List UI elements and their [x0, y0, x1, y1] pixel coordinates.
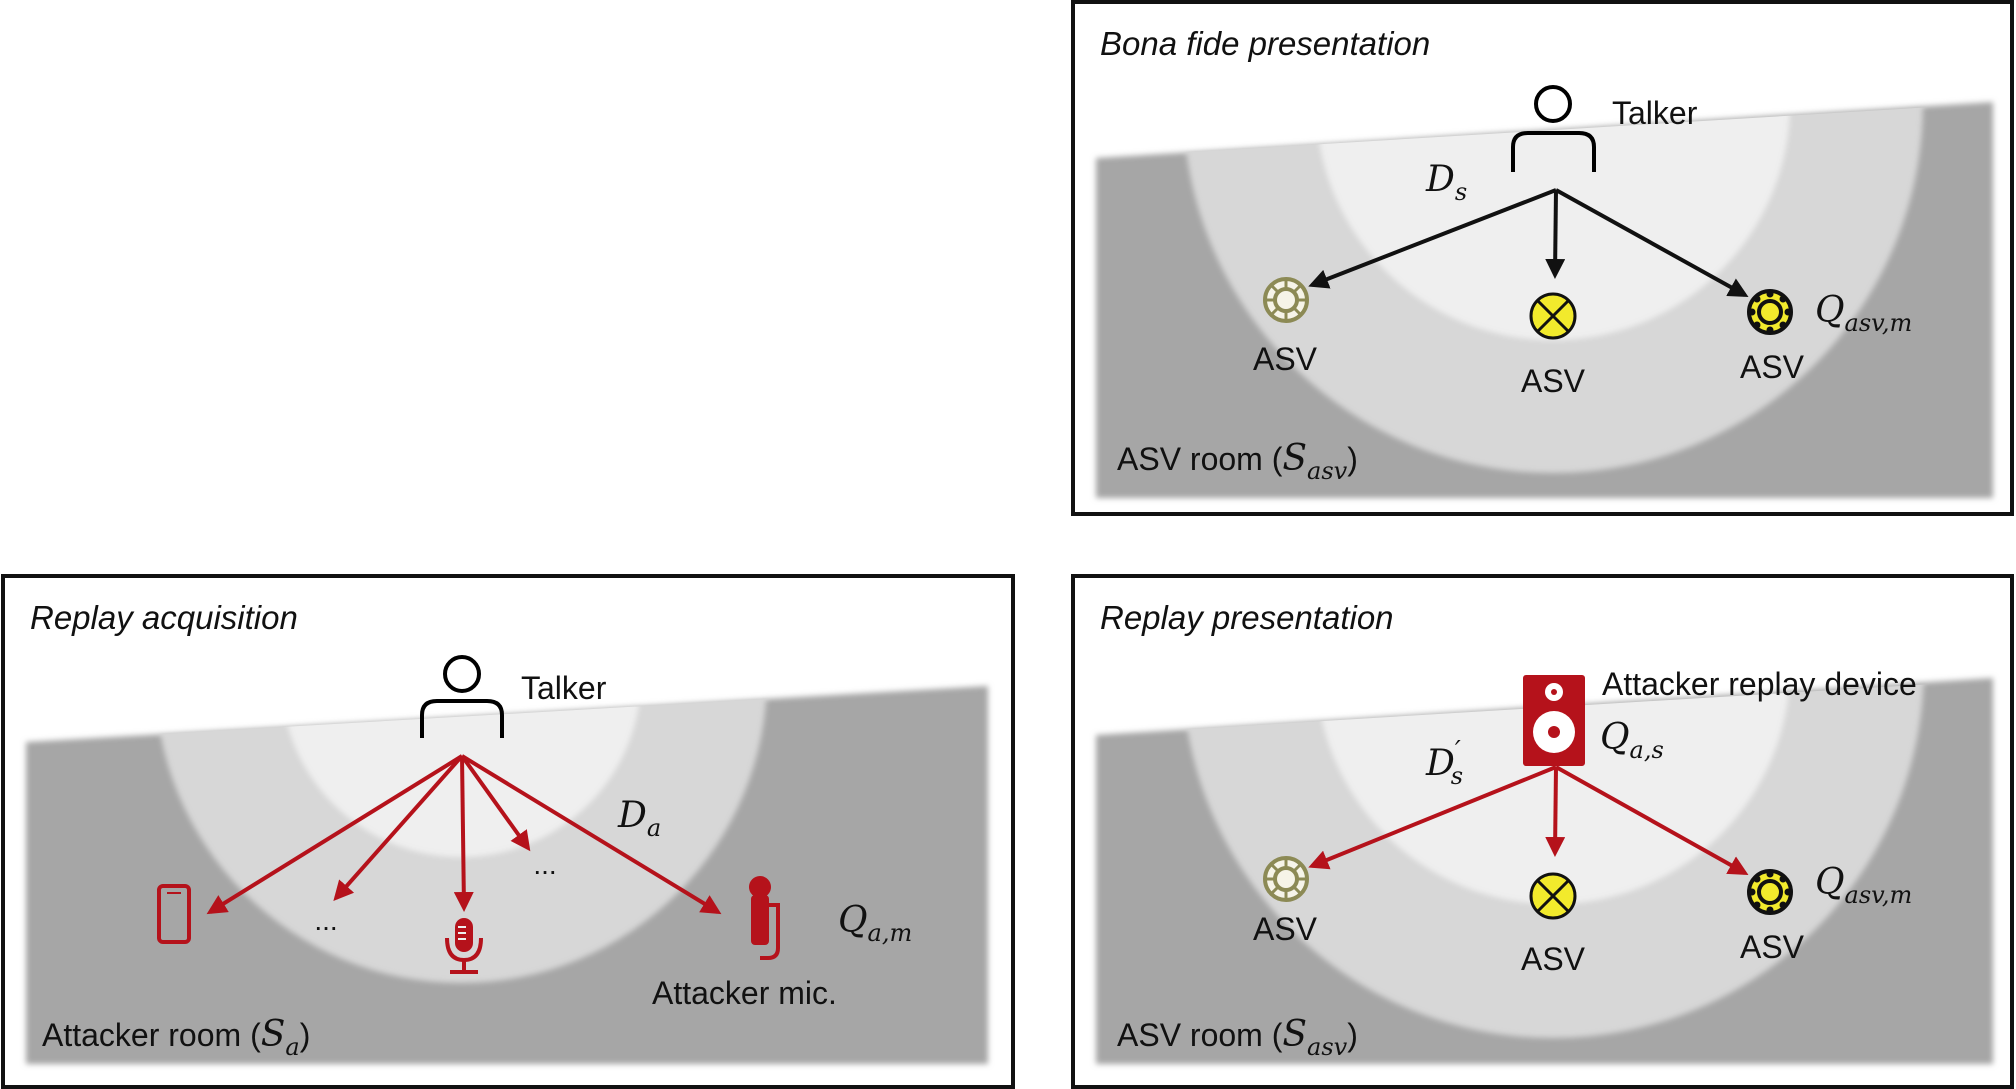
- replay-device-label: Attacker replay device: [1602, 666, 1917, 702]
- asv-right-label: ASV: [1740, 929, 1805, 965]
- arrow-to-attacker-mic: [460, 754, 722, 915]
- arrow-to-asv-left: [1308, 188, 1557, 289]
- talker-icon: [420, 655, 504, 738]
- phone-icon: [157, 884, 191, 944]
- asv-room-label: ASV room (Sasv): [1117, 1014, 1358, 1061]
- bona-fide-room: [1096, 100, 1993, 498]
- panel-replay-presentation: Replay presentation Attacker replay devi…: [1071, 574, 2014, 1089]
- asv-right-icon: [1747, 289, 1793, 335]
- replay-title: Replay presentation: [1100, 599, 1394, 636]
- panel-replay-acquisition: Replay acquisition Talker Da ... ...: [1, 574, 1015, 1089]
- bona-fide-frame: [1071, 0, 2014, 516]
- replay-device-quality: Qa,s: [1600, 717, 1664, 764]
- asv-left-label: ASV: [1253, 341, 1318, 377]
- arrow-to-device-2: [333, 754, 464, 901]
- asv-right-label: ASV: [1740, 349, 1805, 385]
- acquisition-frame: [1, 574, 1015, 1089]
- acquisition-arrows: [206, 754, 722, 915]
- asv-quality-label: Qasv,m: [1815, 862, 1912, 909]
- asv-center-icon: [1529, 292, 1577, 340]
- arrow-to-phone: [206, 754, 464, 915]
- bona-fide-arrows: [1308, 188, 1749, 297]
- arrow-to-asv-right: [1555, 188, 1749, 297]
- ellipsis-left: ...: [314, 905, 337, 936]
- attacker-mic-icon: [749, 876, 780, 960]
- bona-fide-title: Bona fide presentation: [1100, 25, 1430, 62]
- distance-label: Da: [617, 795, 661, 842]
- panel-bona-fide: Bona fide presentation Talker Ds: [1071, 0, 2014, 516]
- talker-label: Talker: [1612, 95, 1698, 131]
- talker-icon: [1511, 85, 1596, 172]
- arrow-to-asv-left: [1308, 765, 1557, 870]
- asv-room-label: ASV room (Sasv): [1117, 438, 1358, 485]
- attacker-room: [26, 686, 988, 1064]
- asv-center-label: ASV: [1521, 363, 1586, 399]
- ellipsis-right: ...: [533, 849, 556, 880]
- arrow-to-mic: [453, 755, 474, 912]
- attacker-mic-quality-label: Qa,m: [838, 900, 912, 947]
- asv-right-icon: [1747, 869, 1793, 915]
- arrow-to-device-4: [460, 754, 531, 852]
- replay-arrows: [1308, 765, 1749, 875]
- replay-frame: [1071, 574, 2014, 1089]
- distance-label: D′ s: [1425, 736, 1463, 790]
- arrow-to-asv-center: [1545, 189, 1566, 279]
- talker-label: Talker: [521, 670, 607, 706]
- asv-left-icon: [1263, 856, 1309, 902]
- acquisition-title: Replay acquisition: [30, 599, 298, 636]
- distance-label: Ds: [1425, 159, 1467, 206]
- asv-center-icon: [1529, 872, 1577, 920]
- replay-asv-room: [1096, 677, 1993, 1064]
- asv-left-label: ASV: [1253, 911, 1318, 947]
- asv-quality-label: Qasv,m: [1815, 290, 1912, 337]
- attacker-mic-label: Attacker mic.: [652, 975, 837, 1011]
- speaker-icon: [1523, 675, 1585, 766]
- asv-left-icon: [1263, 277, 1309, 323]
- arrow-to-asv-right: [1555, 765, 1749, 875]
- microphone-icon: [445, 918, 483, 974]
- arrow-to-asv-center: [1545, 766, 1566, 857]
- attacker-room-label: Attacker room (Sa): [42, 1014, 310, 1061]
- asv-center-label: ASV: [1521, 941, 1586, 977]
